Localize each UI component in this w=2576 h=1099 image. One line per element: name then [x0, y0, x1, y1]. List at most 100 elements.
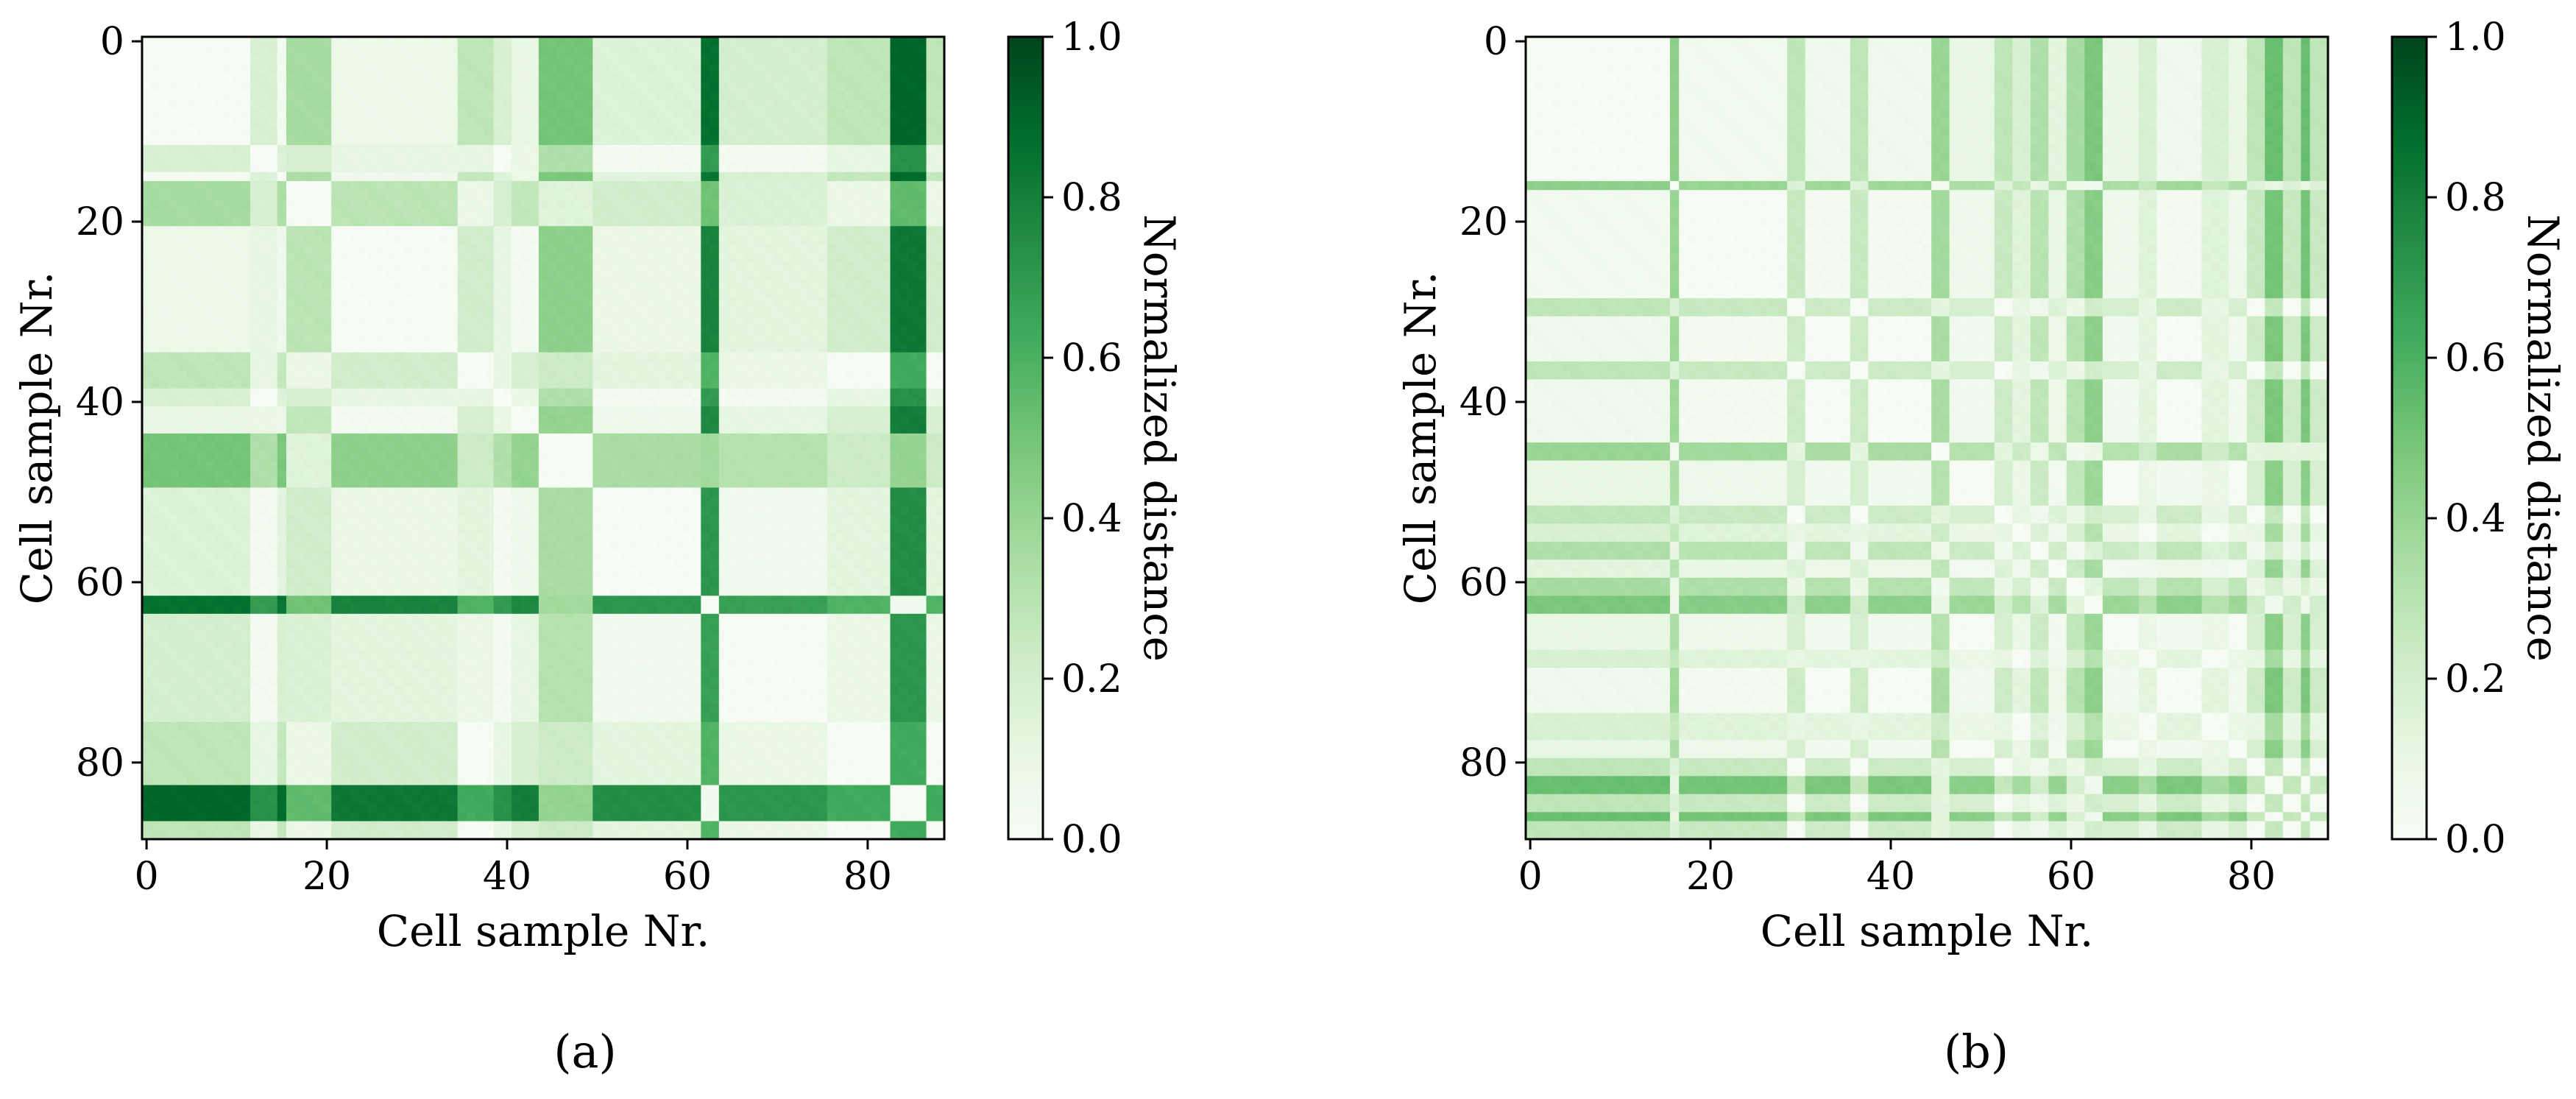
heatmap-cell — [863, 307, 873, 317]
heatmap-cell — [809, 424, 819, 434]
heatmap-cell — [367, 280, 378, 290]
heatmap-cell — [358, 433, 368, 443]
heatmap-cell — [457, 244, 467, 254]
heatmap-cell — [935, 451, 945, 462]
heatmap-cell — [656, 180, 665, 191]
heatmap-cell — [656, 478, 665, 488]
heatmap-cell — [313, 172, 323, 182]
heatmap-cell — [151, 262, 161, 272]
heatmap-cell — [556, 316, 567, 326]
heatmap-cell — [764, 505, 774, 515]
heatmap-cell — [223, 406, 233, 416]
heatmap-cell — [394, 361, 404, 371]
heatmap-cell — [908, 127, 918, 137]
heatmap-cell — [548, 271, 557, 281]
heatmap-cell — [286, 496, 296, 506]
heatmap-cell — [286, 252, 296, 263]
heatmap-cell — [177, 154, 188, 164]
heatmap-cell — [151, 433, 161, 443]
heatmap-cell — [322, 451, 332, 462]
heatmap-cell — [737, 298, 747, 308]
heatmap-cell — [376, 262, 386, 272]
heatmap-cell — [881, 37, 891, 46]
heatmap-cell — [349, 442, 359, 452]
heatmap-cell — [493, 451, 503, 462]
heatmap-cell — [177, 280, 188, 290]
heatmap-cell — [340, 144, 350, 155]
heatmap-cell — [223, 99, 233, 110]
heatmap-cell — [665, 460, 675, 470]
heatmap-cell — [908, 289, 918, 299]
heatmap-cell — [313, 244, 323, 254]
heatmap-cell — [205, 406, 215, 416]
heatmap-cell — [610, 532, 620, 543]
heatmap-cell — [610, 515, 620, 524]
heatmap-cell — [836, 505, 846, 515]
heatmap-cell — [863, 397, 873, 407]
heatmap-cell — [160, 487, 170, 498]
heatmap-cell — [854, 262, 864, 272]
heatmap-cell — [574, 523, 584, 534]
heatmap-cell — [692, 442, 701, 452]
heatmap-cell — [160, 496, 170, 506]
heatmap-cell — [502, 208, 512, 218]
heatmap-cell — [241, 99, 251, 110]
heatmap-cell — [701, 478, 711, 488]
heatmap-cell — [827, 451, 837, 462]
heatmap-cell — [646, 298, 657, 308]
heatmap-cell — [205, 271, 215, 281]
heatmap-cell — [836, 343, 846, 353]
heatmap-cell — [457, 144, 467, 155]
heatmap-cell — [457, 415, 467, 425]
heatmap-cell — [187, 496, 197, 506]
heatmap-cell — [430, 397, 440, 407]
heatmap-cell — [286, 343, 296, 353]
heatmap-cell — [917, 478, 927, 488]
heatmap-cell — [584, 226, 593, 236]
heatmap-cell — [512, 180, 521, 191]
heatmap-cell — [448, 180, 459, 191]
heatmap-cell — [385, 298, 395, 308]
heatmap-cell — [800, 325, 810, 335]
heatmap-cell — [881, 63, 891, 74]
heatmap-cell — [394, 388, 404, 398]
heatmap-cell — [394, 451, 404, 462]
heatmap-cell — [718, 406, 729, 416]
heatmap-cell — [610, 523, 620, 534]
heatmap-cell — [439, 154, 450, 164]
heatmap-cell — [529, 163, 539, 173]
heatmap-cell — [926, 532, 936, 543]
heatmap-cell — [512, 451, 521, 462]
heatmap-cell — [448, 72, 459, 82]
heatmap-cell — [250, 370, 260, 380]
heatmap-cell — [601, 334, 612, 344]
heatmap-cell — [223, 244, 233, 254]
heatmap-cell — [205, 532, 215, 543]
heatmap-cell — [241, 406, 251, 416]
heatmap-cell — [845, 216, 855, 227]
heatmap-cell — [592, 352, 603, 362]
heatmap-cell — [213, 163, 224, 173]
heatmap-cell — [584, 379, 593, 389]
heatmap-cell — [710, 505, 720, 515]
heatmap-cell — [548, 108, 557, 119]
heatmap-cell — [259, 216, 269, 227]
heatmap-cell — [142, 496, 152, 506]
heatmap-cell — [484, 180, 495, 191]
heatmap-cell — [322, 144, 332, 155]
heatmap-cell — [142, 118, 152, 128]
heatmap-cell — [665, 46, 675, 56]
heatmap-cell — [538, 235, 548, 245]
heatmap-cell — [268, 298, 278, 308]
heatmap-cell — [331, 244, 342, 254]
heatmap-cell — [728, 406, 737, 416]
heatmap-cell — [205, 280, 215, 290]
heatmap-cell — [367, 199, 378, 209]
heatmap-cell — [196, 37, 206, 46]
heatmap-cell — [457, 216, 467, 227]
heatmap-cell — [601, 252, 612, 263]
heatmap-cell — [565, 271, 576, 281]
heatmap-cell — [737, 352, 747, 362]
heatmap-cell — [322, 325, 332, 335]
heatmap-cell — [475, 487, 485, 498]
